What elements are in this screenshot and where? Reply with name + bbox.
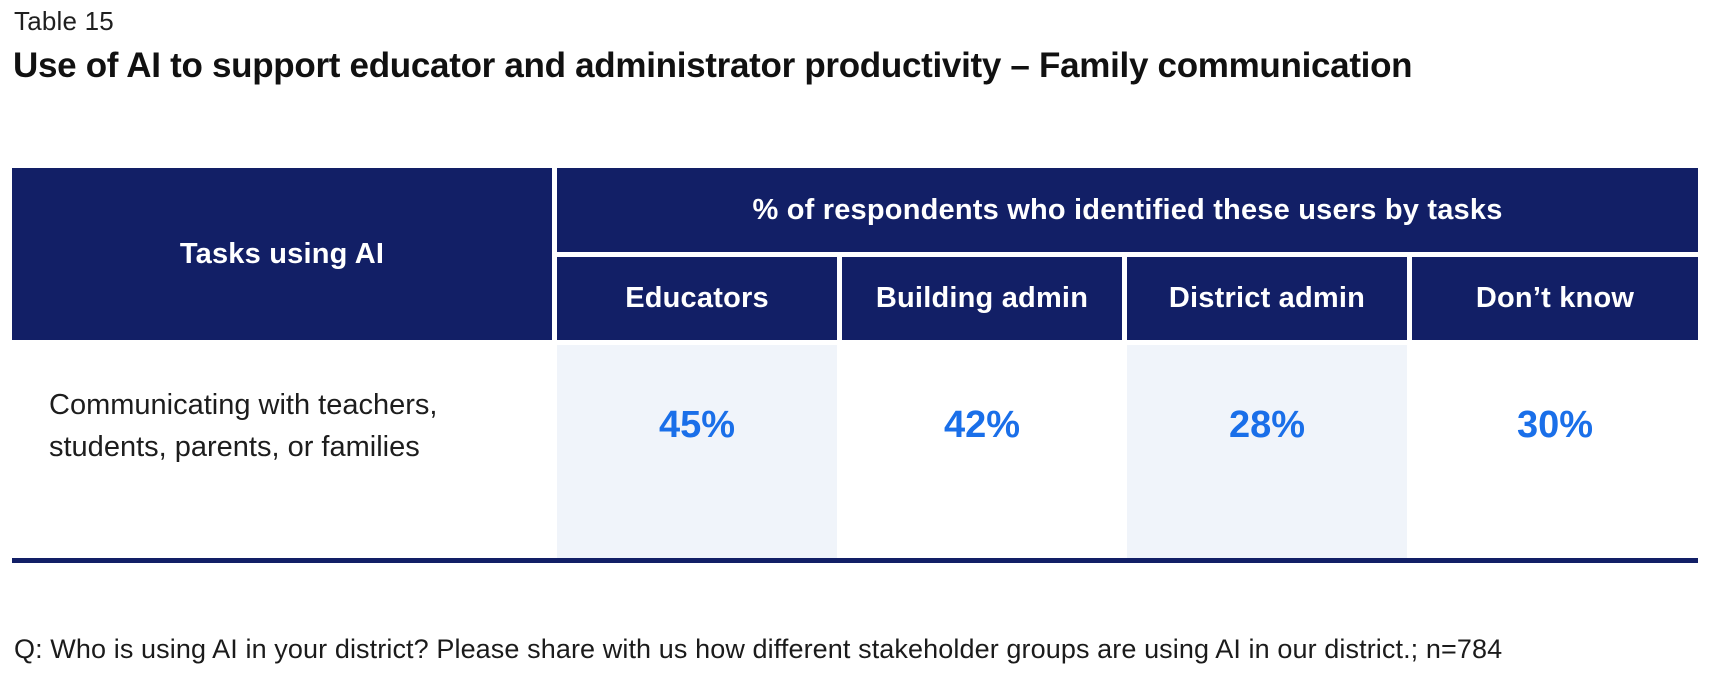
column-header-dont-know: Don’t know xyxy=(1412,257,1698,340)
column-header-educators: Educators xyxy=(557,257,837,340)
column-header-building-admin: Building admin xyxy=(842,257,1122,340)
column-header-label: District admin xyxy=(1168,282,1366,314)
column-header-label: Don’t know xyxy=(1475,282,1635,314)
row-header-cell-tasks-using-ai: Tasks using AI xyxy=(12,168,552,340)
table-bottom-rule xyxy=(12,558,1698,563)
value-label: 28% xyxy=(1228,404,1306,446)
footnote: Q: Who is using AI in your district? Ple… xyxy=(14,634,1503,664)
page-title: Use of AI to support educator and admini… xyxy=(13,46,1413,85)
row-header-label: Tasks using AI xyxy=(179,237,385,270)
column-header-label: Building admin xyxy=(875,282,1089,314)
group-header-cell: % of respondents who identified these us… xyxy=(557,168,1698,252)
task-cell: Communicating with teachers, students, p… xyxy=(12,345,552,558)
value-cell-educators: 45% xyxy=(557,345,837,558)
value-label: 30% xyxy=(1516,404,1594,446)
value-cell-district-admin: 28% xyxy=(1127,345,1407,558)
column-header-district-admin: District admin xyxy=(1127,257,1407,340)
table-number-label: Table 15 xyxy=(14,6,114,36)
data-table: Tasks using AI % of respondents who iden… xyxy=(12,168,1698,558)
value-label: 42% xyxy=(943,404,1021,446)
value-cell-building-admin: 42% xyxy=(842,345,1122,558)
group-header-label: % of respondents who identified these us… xyxy=(752,193,1503,226)
value-cell-dont-know: 30% xyxy=(1412,345,1698,558)
column-header-label: Educators xyxy=(625,282,769,314)
task-label: Communicating with teachers, students, p… xyxy=(49,388,438,463)
value-label: 45% xyxy=(658,404,736,446)
